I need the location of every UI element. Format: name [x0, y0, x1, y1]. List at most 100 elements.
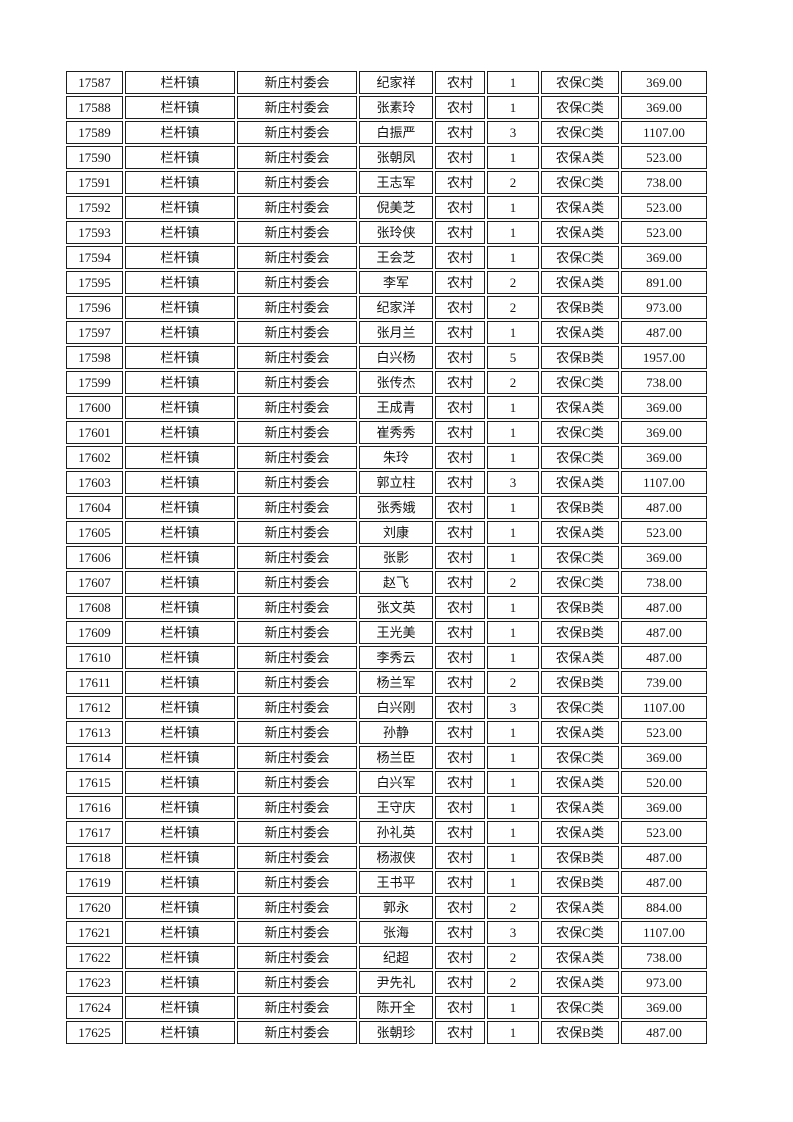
cell-record-id: 17606: [66, 546, 123, 569]
table-row: 17610 栏杆镇 新庄村委会 李秀云 农村 1 农保A类 487.00: [66, 646, 707, 669]
cell-record-id: 17609: [66, 621, 123, 644]
cell-residence-type: 农村: [435, 771, 485, 794]
cell-amount: 1107.00: [621, 471, 707, 494]
cell-record-id: 17589: [66, 121, 123, 144]
table-row: 17615 栏杆镇 新庄村委会 白兴军 农村 1 农保A类 520.00: [66, 771, 707, 794]
table-row: 17600 栏杆镇 新庄村委会 王成青 农村 1 农保A类 369.00: [66, 396, 707, 419]
cell-amount: 369.00: [621, 396, 707, 419]
cell-village: 新庄村委会: [237, 771, 357, 794]
cell-amount: 739.00: [621, 671, 707, 694]
cell-village: 新庄村委会: [237, 246, 357, 269]
cell-town: 栏杆镇: [125, 321, 235, 344]
cell-record-id: 17593: [66, 221, 123, 244]
cell-amount: 487.00: [621, 846, 707, 869]
cell-record-id: 17612: [66, 696, 123, 719]
cell-residence-type: 农村: [435, 446, 485, 469]
cell-insurance-category: 农保A类: [541, 471, 619, 494]
cell-amount: 520.00: [621, 771, 707, 794]
cell-person-count: 3: [487, 696, 539, 719]
cell-village: 新庄村委会: [237, 221, 357, 244]
cell-amount: 369.00: [621, 546, 707, 569]
cell-amount: 884.00: [621, 896, 707, 919]
cell-amount: 487.00: [621, 321, 707, 344]
cell-person-name: 张文英: [359, 596, 433, 619]
cell-town: 栏杆镇: [125, 596, 235, 619]
cell-insurance-category: 农保A类: [541, 271, 619, 294]
cell-insurance-category: 农保C类: [541, 71, 619, 94]
table-row: 17596 栏杆镇 新庄村委会 纪家洋 农村 2 农保B类 973.00: [66, 296, 707, 319]
cell-person-name: 杨兰臣: [359, 746, 433, 769]
cell-residence-type: 农村: [435, 371, 485, 394]
cell-person-name: 王光美: [359, 621, 433, 644]
cell-insurance-category: 农保C类: [541, 171, 619, 194]
cell-insurance-category: 农保A类: [541, 221, 619, 244]
table-row: 17595 栏杆镇 新庄村委会 李军 农村 2 农保A类 891.00: [66, 271, 707, 294]
cell-village: 新庄村委会: [237, 521, 357, 544]
cell-town: 栏杆镇: [125, 471, 235, 494]
cell-insurance-category: 农保B类: [541, 296, 619, 319]
cell-record-id: 17607: [66, 571, 123, 594]
cell-person-count: 5: [487, 346, 539, 369]
cell-person-name: 张海: [359, 921, 433, 944]
cell-amount: 487.00: [621, 596, 707, 619]
cell-insurance-category: 农保A类: [541, 146, 619, 169]
cell-person-name: 朱玲: [359, 446, 433, 469]
cell-village: 新庄村委会: [237, 946, 357, 969]
cell-village: 新庄村委会: [237, 821, 357, 844]
cell-amount: 523.00: [621, 521, 707, 544]
cell-person-count: 1: [487, 746, 539, 769]
table-row: 17620 栏杆镇 新庄村委会 郭永 农村 2 农保A类 884.00: [66, 896, 707, 919]
cell-residence-type: 农村: [435, 896, 485, 919]
cell-person-name: 白兴刚: [359, 696, 433, 719]
cell-person-count: 1: [487, 1021, 539, 1044]
cell-amount: 369.00: [621, 246, 707, 269]
cell-residence-type: 农村: [435, 671, 485, 694]
cell-village: 新庄村委会: [237, 321, 357, 344]
cell-record-id: 17600: [66, 396, 123, 419]
cell-person-count: 1: [487, 771, 539, 794]
table-row: 17617 栏杆镇 新庄村委会 孙礼英 农村 1 农保A类 523.00: [66, 821, 707, 844]
table-row: 17605 栏杆镇 新庄村委会 刘康 农村 1 农保A类 523.00: [66, 521, 707, 544]
cell-amount: 369.00: [621, 446, 707, 469]
cell-village: 新庄村委会: [237, 546, 357, 569]
cell-person-name: 纪超: [359, 946, 433, 969]
cell-record-id: 17587: [66, 71, 123, 94]
cell-person-count: 1: [487, 246, 539, 269]
cell-insurance-category: 农保B类: [541, 496, 619, 519]
cell-amount: 369.00: [621, 96, 707, 119]
cell-village: 新庄村委会: [237, 796, 357, 819]
cell-person-count: 1: [487, 546, 539, 569]
cell-residence-type: 农村: [435, 171, 485, 194]
cell-town: 栏杆镇: [125, 896, 235, 919]
cell-record-id: 17604: [66, 496, 123, 519]
cell-village: 新庄村委会: [237, 746, 357, 769]
cell-person-name: 刘康: [359, 521, 433, 544]
cell-insurance-category: 农保A类: [541, 321, 619, 344]
cell-insurance-category: 农保C类: [541, 371, 619, 394]
cell-residence-type: 农村: [435, 946, 485, 969]
cell-town: 栏杆镇: [125, 346, 235, 369]
table-row: 17623 栏杆镇 新庄村委会 尹先礼 农村 2 农保A类 973.00: [66, 971, 707, 994]
cell-town: 栏杆镇: [125, 421, 235, 444]
table-row: 17604 栏杆镇 新庄村委会 张秀娥 农村 1 农保B类 487.00: [66, 496, 707, 519]
cell-amount: 523.00: [621, 821, 707, 844]
cell-person-name: 纪家祥: [359, 71, 433, 94]
table-row: 17601 栏杆镇 新庄村委会 崔秀秀 农村 1 农保C类 369.00: [66, 421, 707, 444]
cell-insurance-category: 农保B类: [541, 1021, 619, 1044]
cell-person-count: 1: [487, 821, 539, 844]
table-row: 17613 栏杆镇 新庄村委会 孙静 农村 1 农保A类 523.00: [66, 721, 707, 744]
cell-record-id: 17616: [66, 796, 123, 819]
cell-residence-type: 农村: [435, 571, 485, 594]
cell-town: 栏杆镇: [125, 521, 235, 544]
cell-insurance-category: 农保C类: [541, 96, 619, 119]
cell-record-id: 17623: [66, 971, 123, 994]
cell-insurance-category: 农保A类: [541, 521, 619, 544]
cell-residence-type: 农村: [435, 846, 485, 869]
cell-town: 栏杆镇: [125, 246, 235, 269]
cell-village: 新庄村委会: [237, 671, 357, 694]
cell-person-name: 崔秀秀: [359, 421, 433, 444]
cell-town: 栏杆镇: [125, 746, 235, 769]
cell-amount: 738.00: [621, 571, 707, 594]
cell-residence-type: 农村: [435, 796, 485, 819]
cell-amount: 738.00: [621, 946, 707, 969]
